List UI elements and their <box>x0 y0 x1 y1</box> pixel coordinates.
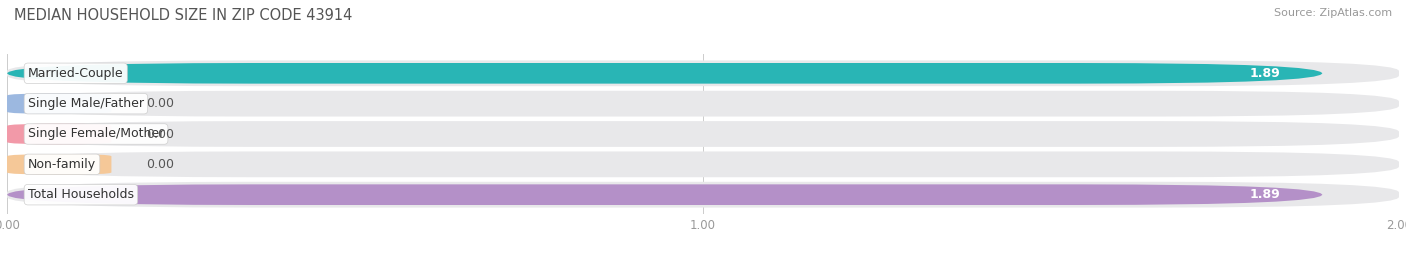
FancyBboxPatch shape <box>7 154 111 175</box>
FancyBboxPatch shape <box>7 93 111 114</box>
Text: Single Female/Mother: Single Female/Mother <box>28 128 165 140</box>
Text: Total Households: Total Households <box>28 188 134 201</box>
FancyBboxPatch shape <box>7 91 1399 117</box>
Text: Source: ZipAtlas.com: Source: ZipAtlas.com <box>1274 8 1392 18</box>
Text: MEDIAN HOUSEHOLD SIZE IN ZIP CODE 43914: MEDIAN HOUSEHOLD SIZE IN ZIP CODE 43914 <box>14 8 353 23</box>
FancyBboxPatch shape <box>7 184 1323 205</box>
Text: Married-Couple: Married-Couple <box>28 67 124 80</box>
FancyBboxPatch shape <box>7 121 1399 147</box>
Text: 0.00: 0.00 <box>146 158 174 171</box>
FancyBboxPatch shape <box>7 124 111 144</box>
FancyBboxPatch shape <box>7 151 1399 177</box>
FancyBboxPatch shape <box>7 63 1323 84</box>
Text: 0.00: 0.00 <box>146 128 174 140</box>
Text: 1.89: 1.89 <box>1250 188 1281 201</box>
Text: Non-family: Non-family <box>28 158 96 171</box>
Text: 0.00: 0.00 <box>146 97 174 110</box>
Text: 1.89: 1.89 <box>1250 67 1281 80</box>
Text: Single Male/Father: Single Male/Father <box>28 97 143 110</box>
FancyBboxPatch shape <box>7 60 1399 86</box>
FancyBboxPatch shape <box>7 182 1399 208</box>
